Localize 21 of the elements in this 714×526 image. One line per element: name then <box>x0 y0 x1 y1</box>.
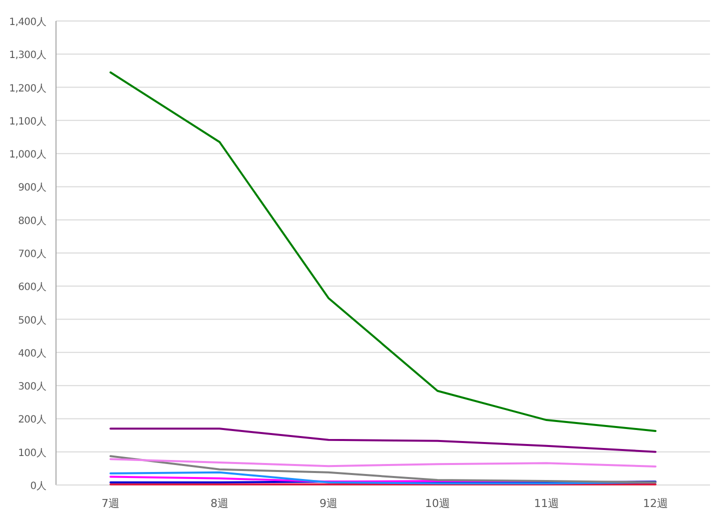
x-tick-label: 9週 <box>320 497 338 510</box>
y-tick-label: 1,200人 <box>9 83 46 94</box>
y-tick-label: 100人 <box>18 448 46 459</box>
y-tick-label: 500人 <box>18 315 46 326</box>
y-tick-label: 600人 <box>18 282 46 294</box>
y-tick-label: 400人 <box>18 348 46 360</box>
y-tick-label: 300人 <box>18 382 46 393</box>
x-tick-label: 10週 <box>425 497 450 510</box>
y-tick-label: 900人 <box>18 182 46 194</box>
x-tick-label: 11週 <box>534 497 559 510</box>
y-tick-label: 200人 <box>18 414 46 426</box>
y-tick-label: 800人 <box>18 216 46 227</box>
y-tick-label: 1,300人 <box>9 50 46 62</box>
x-tick-label: 12週 <box>643 497 668 510</box>
y-tick-label: 1,000人 <box>9 150 46 161</box>
y-tick-label: 700人 <box>18 249 46 260</box>
y-tick-label: 1,100人 <box>9 116 46 128</box>
x-tick-label: 7週 <box>102 497 120 510</box>
y-tick-label: 1,400人 <box>9 17 46 28</box>
y-tick-label: 0人 <box>30 481 46 492</box>
x-tick-label: 8週 <box>210 497 228 510</box>
